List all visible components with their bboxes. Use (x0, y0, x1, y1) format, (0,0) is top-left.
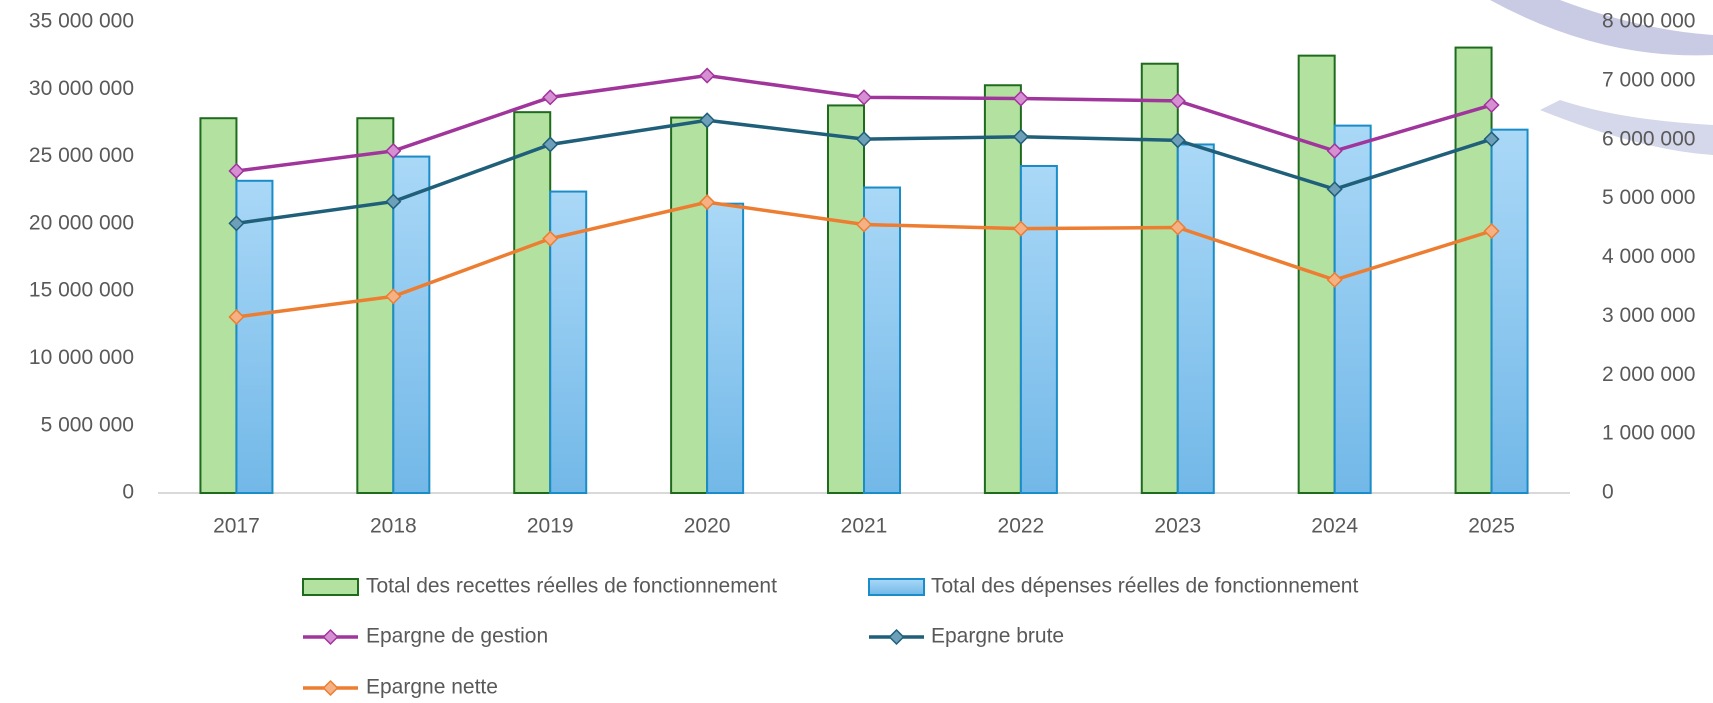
y-tick-label: 30 000 000 (29, 77, 134, 100)
marker (1169, 219, 1186, 236)
legend-label: Total des recettes réelles de fonctionne… (366, 575, 777, 598)
bar (199, 117, 238, 495)
legend-label: Epargne de gestion (366, 625, 548, 648)
y-tick-label: 15 000 000 (29, 279, 134, 302)
bar (983, 84, 1022, 495)
y-tick-label: 20 000 000 (29, 211, 134, 234)
bar (1140, 62, 1179, 495)
marker (855, 131, 873, 148)
marker (1169, 132, 1186, 149)
y2-tick-label: 3 000 000 (1602, 304, 1695, 327)
marker (542, 230, 559, 247)
marker (1326, 142, 1343, 159)
marker (699, 112, 716, 129)
marker (1483, 131, 1500, 148)
marker (855, 89, 873, 106)
bar (513, 111, 552, 494)
bar (549, 190, 588, 494)
marker (855, 216, 873, 233)
bar (356, 117, 395, 495)
marker (542, 89, 559, 106)
legend-label: Epargne nette (366, 676, 498, 699)
legend-swatch (302, 578, 359, 596)
legend-marker (888, 628, 905, 646)
bar (827, 104, 865, 494)
marker (1012, 220, 1029, 237)
y2-tick-label: 4 000 000 (1602, 245, 1695, 268)
y2-tick-label: 6 000 000 (1602, 127, 1695, 150)
x-tick-label: 2017 (213, 515, 260, 538)
x-tick-label: 2020 (684, 515, 731, 538)
y-tick-label: 0 (122, 481, 134, 504)
marker (542, 136, 559, 153)
x-tick-label: 2018 (370, 515, 417, 538)
bar (1019, 164, 1058, 494)
marker (1326, 271, 1343, 288)
bar (863, 186, 901, 494)
legend-marker (322, 679, 339, 697)
bar (670, 116, 709, 494)
legend-label: Epargne brute (931, 625, 1064, 648)
y2-tick-label: 0 (1602, 481, 1614, 504)
y2-tick-label: 5 000 000 (1602, 186, 1695, 209)
marker (1012, 128, 1029, 145)
marker (1169, 92, 1186, 109)
decoration (1490, 0, 1713, 56)
marker (385, 288, 402, 305)
marker (385, 193, 402, 210)
marker (385, 142, 402, 159)
y-tick-label: 35 000 000 (29, 10, 134, 33)
legend-swatch (868, 578, 925, 596)
marker (1483, 96, 1500, 114)
bar (1490, 128, 1529, 495)
x-tick-label: 2019 (527, 515, 574, 538)
y-tick-label: 25 000 000 (29, 144, 134, 167)
marker (1483, 222, 1500, 240)
marker (1012, 90, 1029, 107)
bar (706, 202, 745, 495)
y-tick-label: 5 000 000 (41, 413, 134, 436)
marker (1326, 181, 1343, 198)
marker (228, 215, 245, 232)
y-tick-label: 10 000 000 (29, 346, 134, 369)
x-tick-label: 2022 (998, 515, 1045, 538)
y2-tick-label: 8 000 000 (1602, 10, 1695, 33)
marker (228, 162, 245, 180)
legend-marker (322, 628, 339, 646)
marker (699, 194, 716, 211)
decoration (1540, 100, 1713, 155)
bar (235, 179, 274, 494)
marker (228, 308, 245, 326)
x-tick-label: 2025 (1468, 515, 1515, 538)
y2-tick-label: 7 000 000 (1602, 68, 1695, 91)
marker (699, 67, 716, 84)
bar (1176, 143, 1215, 495)
y2-tick-label: 2 000 000 (1602, 363, 1695, 386)
x-tick-label: 2021 (841, 515, 888, 538)
legend-label: Total des dépenses réelles de fonctionne… (931, 575, 1358, 598)
bar (1454, 46, 1493, 494)
x-tick-label: 2023 (1154, 515, 1201, 538)
y2-tick-label: 1 000 000 (1602, 422, 1695, 445)
bar (392, 155, 431, 494)
x-tick-label: 2024 (1311, 515, 1358, 538)
